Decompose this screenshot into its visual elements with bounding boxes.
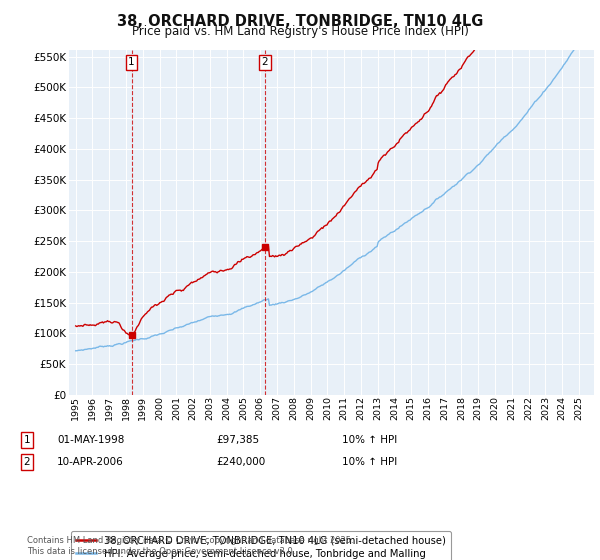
Legend: 38, ORCHARD DRIVE, TONBRIDGE, TN10 4LG (semi-detached house), HPI: Average price: 38, ORCHARD DRIVE, TONBRIDGE, TN10 4LG (… bbox=[71, 531, 451, 560]
Text: £97,385: £97,385 bbox=[216, 435, 259, 445]
Text: 2: 2 bbox=[23, 457, 31, 467]
Text: 10% ↑ HPI: 10% ↑ HPI bbox=[342, 457, 397, 467]
Text: Price paid vs. HM Land Registry's House Price Index (HPI): Price paid vs. HM Land Registry's House … bbox=[131, 25, 469, 38]
Text: 01-MAY-1998: 01-MAY-1998 bbox=[57, 435, 124, 445]
Text: Contains HM Land Registry data © Crown copyright and database right 2025.
This d: Contains HM Land Registry data © Crown c… bbox=[27, 536, 353, 556]
Text: £240,000: £240,000 bbox=[216, 457, 265, 467]
Text: 10-APR-2006: 10-APR-2006 bbox=[57, 457, 124, 467]
Text: 38, ORCHARD DRIVE, TONBRIDGE, TN10 4LG: 38, ORCHARD DRIVE, TONBRIDGE, TN10 4LG bbox=[117, 14, 483, 29]
Text: 1: 1 bbox=[128, 58, 135, 67]
Text: 2: 2 bbox=[262, 58, 268, 67]
Text: 1: 1 bbox=[23, 435, 31, 445]
Text: 10% ↑ HPI: 10% ↑ HPI bbox=[342, 435, 397, 445]
